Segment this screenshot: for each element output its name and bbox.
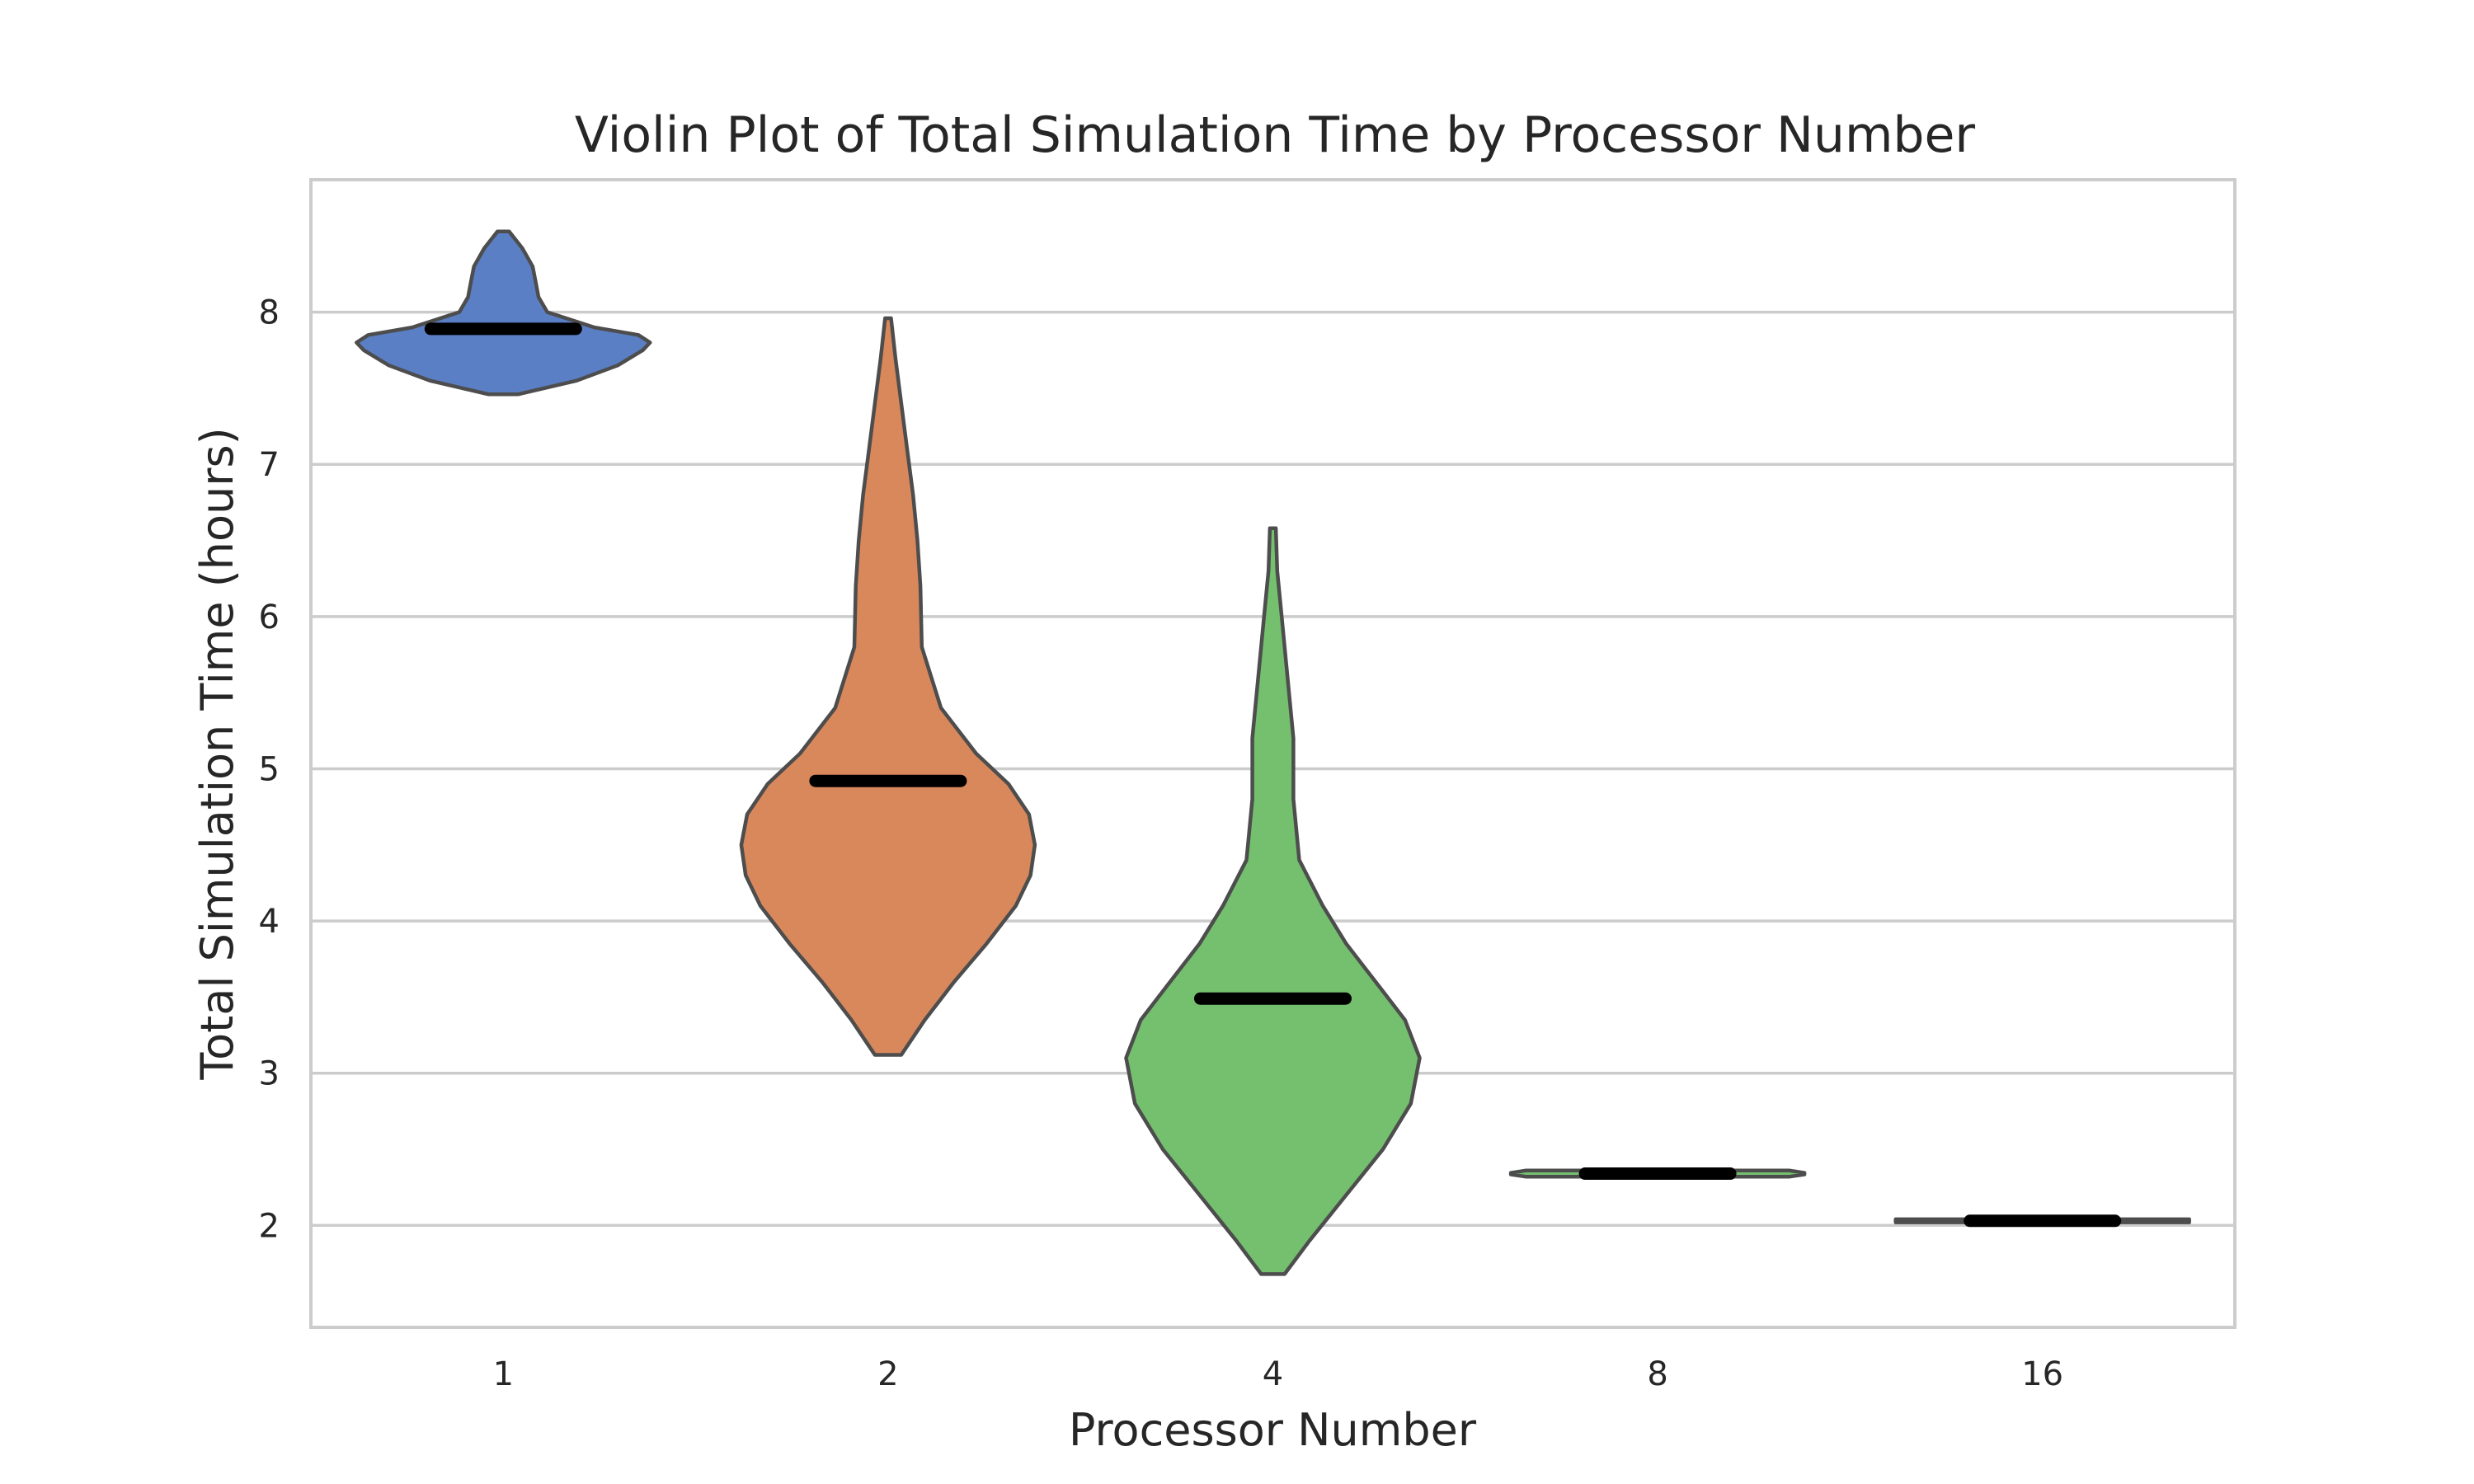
x-tick-label: 4: [1263, 1355, 1283, 1393]
y-tick-label: 3: [259, 1055, 280, 1093]
y-tick-label: 2: [259, 1207, 280, 1245]
x-tick-labels: 1 2 4 8 16: [493, 1355, 2064, 1393]
x-tick-label: 8: [1647, 1355, 1667, 1393]
y-tick-label: 6: [259, 599, 280, 636]
plot-frame: [309, 178, 2236, 1329]
x-tick-label: 16: [2021, 1355, 2063, 1393]
x-tick-label: 2: [877, 1355, 898, 1393]
chart-title: Violin Plot of Total Simulation Time by …: [575, 106, 1975, 164]
y-tick-label: 5: [259, 750, 280, 788]
y-tick-label: 7: [259, 446, 280, 484]
y-axis-label: Total Simulation Time (hours): [191, 427, 243, 1080]
x-tick-label: 1: [493, 1355, 514, 1393]
y-tick-label: 8: [259, 294, 280, 332]
violin-body-2: [739, 316, 1037, 1057]
y-tick-label: 4: [259, 903, 280, 941]
x-axis-label: Processor Number: [1069, 1404, 1477, 1456]
violins: [355, 229, 2191, 1276]
y-tick-labels: 2 3 4 5 6 7 8: [259, 294, 280, 1246]
violin-body-4: [1124, 526, 1422, 1276]
violin-body-1: [355, 229, 652, 397]
